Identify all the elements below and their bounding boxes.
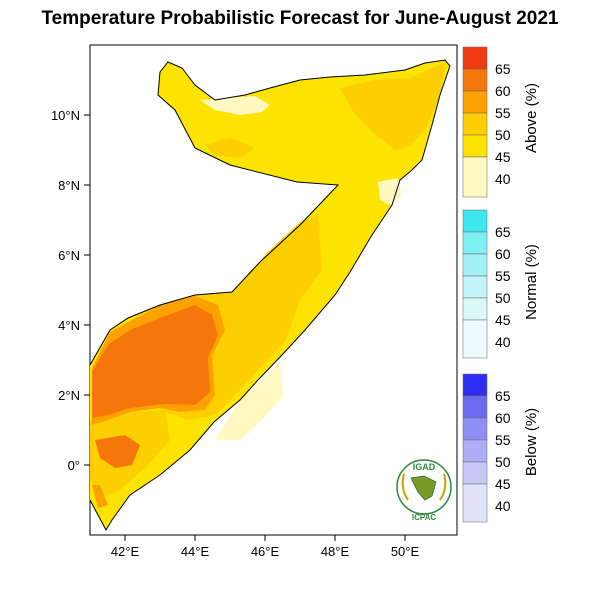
- legend-tick: 60: [495, 246, 511, 262]
- legend-tick: 45: [495, 312, 511, 328]
- lat-tick-label: 4°N: [58, 318, 80, 333]
- logo-top-text: IGAD: [413, 462, 436, 472]
- legend-swatch: [462, 209, 488, 233]
- legend-swatch: [462, 395, 488, 419]
- legend-above: 65 60 55 50 45 40 Above (%): [462, 46, 540, 198]
- legend-tick: 65: [495, 388, 511, 404]
- africa-icon: [410, 475, 437, 501]
- legend-tick: 55: [495, 432, 511, 448]
- legend-swatch: [462, 275, 488, 299]
- legend-tick: 50: [495, 127, 511, 143]
- legend-normal-title: Normal (%): [523, 244, 540, 320]
- legend-swatch: [462, 231, 488, 255]
- icpac-logo: IGAD ICPAC: [396, 459, 452, 522]
- region-above-60: [95, 435, 140, 468]
- legend-tick: 45: [495, 149, 511, 165]
- legend-swatch: [462, 68, 488, 92]
- lat-tick-label: 2°N: [58, 388, 80, 403]
- lon-axis: 42°E 44°E 46°E 48°E 50°E: [111, 535, 420, 559]
- legend-tick: 50: [495, 290, 511, 306]
- lon-tick-label: 48°E: [321, 544, 350, 559]
- legend-swatch: [462, 373, 488, 397]
- legend-normal: 65 60 55 50 45 40 Normal (%): [462, 209, 540, 359]
- legend-tick: 40: [495, 498, 511, 514]
- lon-tick-label: 42°E: [111, 544, 140, 559]
- legend-tick: 45: [495, 476, 511, 492]
- legend-tick: 65: [495, 61, 511, 77]
- legend-swatch: [462, 439, 488, 463]
- logo-bottom-text: ICPAC: [412, 513, 437, 522]
- region-above-50: [340, 62, 445, 150]
- legend-swatch: [462, 253, 488, 277]
- legend-below: 65 60 55 50 45 40 Below (%): [462, 373, 540, 523]
- region-above-50: [205, 138, 255, 158]
- legend-swatch: [462, 319, 488, 359]
- legend-tick: 55: [495, 268, 511, 284]
- region-above-40: [378, 178, 402, 205]
- lat-tick-label: 8°N: [58, 178, 80, 193]
- wreath-left-icon: [401, 473, 409, 501]
- lon-tick-label: 44°E: [181, 544, 210, 559]
- somalia-map: [90, 59, 451, 532]
- lat-tick-label: 10°N: [51, 108, 80, 123]
- legend-tick: 40: [495, 334, 511, 350]
- lon-tick-label: 46°E: [251, 544, 280, 559]
- legend-above-title: Above (%): [523, 83, 540, 153]
- lat-axis: 10°N 8°N 6°N 4°N 2°N 0°: [51, 108, 90, 473]
- legend-tick: 65: [495, 224, 511, 240]
- legend-swatch: [462, 90, 488, 114]
- legend-swatch: [462, 461, 488, 485]
- legend-swatch: [462, 112, 488, 136]
- legend-tick: 55: [495, 105, 511, 121]
- region-above-60: [92, 305, 218, 418]
- region-above-55: [92, 485, 108, 508]
- somalia-outline: [90, 59, 451, 532]
- legend-swatch: [462, 46, 488, 70]
- legend-tick: 40: [495, 171, 511, 187]
- legend-swatch: [462, 156, 488, 198]
- legend-tick: 50: [495, 454, 511, 470]
- legend-swatch: [462, 483, 488, 523]
- legend-tick: 60: [495, 83, 511, 99]
- legend-tick: 60: [495, 410, 511, 426]
- lon-tick-label: 50°E: [391, 544, 420, 559]
- wreath-right-icon: [439, 473, 447, 501]
- legend-swatch: [462, 417, 488, 441]
- legend-swatch: [462, 134, 488, 158]
- region-above-40: [200, 96, 270, 115]
- page-title: Temperature Probabilistic Forecast for J…: [41, 8, 559, 29]
- ethiopia-border: [90, 71, 340, 366]
- lat-tick-label: 6°N: [58, 248, 80, 263]
- region-above-40: [215, 362, 283, 440]
- lat-tick-label: 0°: [68, 458, 80, 473]
- legend-swatch: [462, 297, 488, 321]
- legend-below-title: Below (%): [523, 408, 540, 476]
